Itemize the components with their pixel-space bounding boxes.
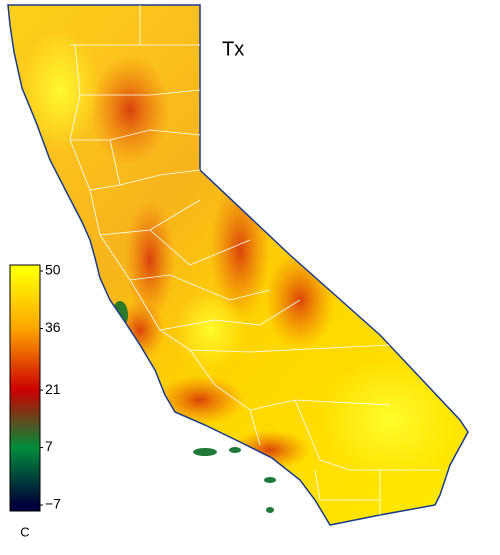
map-title: Tx [222, 38, 244, 60]
colorbar-unit: C [20, 524, 29, 539]
colorbar-tick-label: 50 [45, 262, 61, 278]
county-lines [69, 5, 440, 515]
colorbar-tick-label: 7 [45, 438, 53, 454]
islands [193, 447, 276, 513]
colorbar-tick-label: 36 [45, 319, 61, 335]
colorbar [9, 264, 41, 512]
colorbar-tick-label: −7 [45, 496, 61, 512]
colorbar-tick-label: 21 [45, 381, 61, 397]
